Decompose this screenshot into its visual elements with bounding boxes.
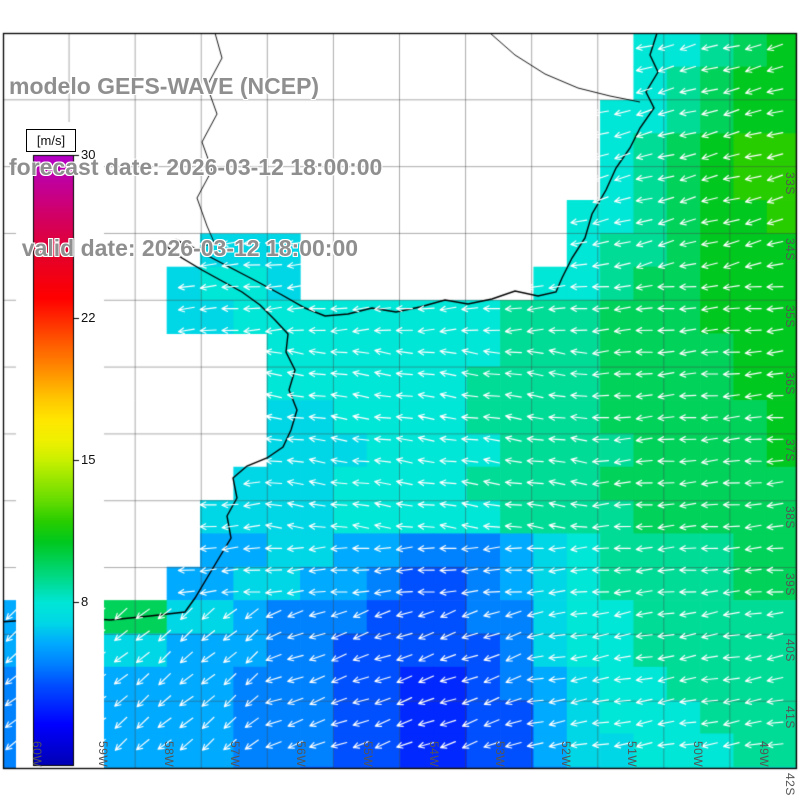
lat-label: 39S — [783, 572, 797, 596]
lon-label: 50W — [690, 741, 705, 768]
forecast-date-line: forecast date: 2026-03-12 18:00:00 — [9, 154, 383, 180]
lon-label: 59W — [96, 741, 111, 768]
title-block: modelo GEFS-WAVE (NCEP) forecast date: 2… — [9, 19, 382, 316]
colorbar-tick-label: 15 — [81, 452, 96, 467]
lon-label: 57W — [228, 741, 243, 768]
colorbar-unit-label: [m/s] — [26, 129, 76, 152]
model-title: modelo GEFS-WAVE (NCEP) — [9, 73, 320, 99]
lon-label: 56W — [294, 741, 309, 768]
lat-label: 35S — [783, 305, 797, 329]
colorbar-tick-label: 22 — [81, 309, 96, 325]
lon-label: 58W — [162, 741, 177, 768]
lon-label: 52W — [558, 741, 573, 768]
lat-label: 41S — [783, 706, 797, 730]
lat-label: 38S — [783, 505, 797, 529]
lat-label: 37S — [783, 438, 797, 462]
lat-label: 36S — [783, 372, 797, 395]
lon-label: 53W — [492, 741, 507, 768]
lon-label: 55W — [360, 741, 375, 768]
lon-label: 54W — [426, 741, 441, 768]
lat-label: 34S — [783, 238, 797, 262]
valid-date-line: valid date: 2026-03-12 18:00:00 — [9, 235, 359, 261]
lat-label: 42S — [783, 773, 797, 796]
colorbar-tick-label: 8 — [81, 594, 89, 610]
lon-label: 49W — [757, 741, 771, 768]
lon-label: 60W — [30, 741, 45, 768]
colorbar-tick-label: 30 — [81, 147, 96, 162]
lon-label: 51W — [624, 741, 639, 768]
lat-label: 40S — [783, 639, 797, 663]
lat-label: 33S — [783, 171, 797, 195]
